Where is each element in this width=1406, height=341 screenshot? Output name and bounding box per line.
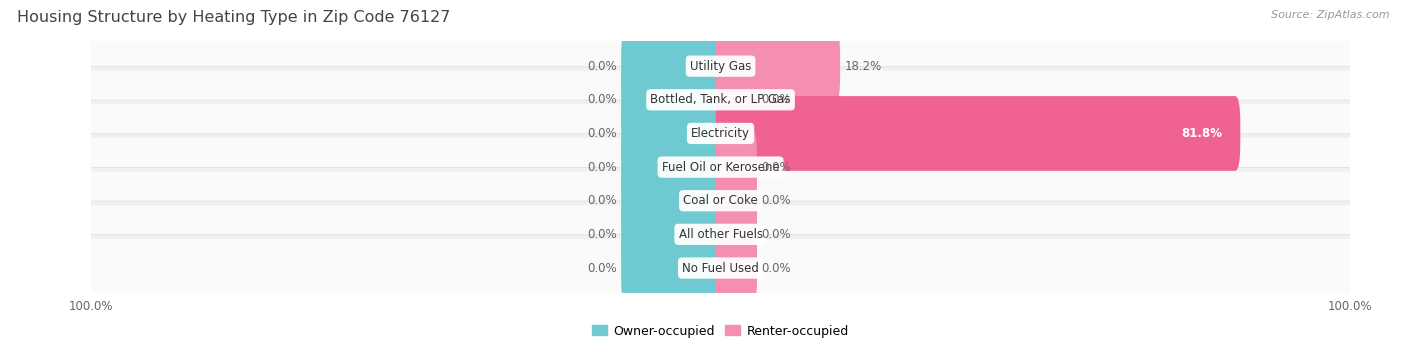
Text: 0.0%: 0.0% <box>588 194 617 207</box>
FancyBboxPatch shape <box>716 29 841 104</box>
FancyBboxPatch shape <box>76 201 1365 268</box>
Text: 0.0%: 0.0% <box>762 228 792 241</box>
Text: 0.0%: 0.0% <box>588 228 617 241</box>
FancyBboxPatch shape <box>716 62 756 137</box>
Text: Coal or Coke: Coal or Coke <box>683 194 758 207</box>
Text: 0.0%: 0.0% <box>762 194 792 207</box>
Text: All other Fuels: All other Fuels <box>679 228 762 241</box>
Text: No Fuel Used: No Fuel Used <box>682 262 759 275</box>
FancyBboxPatch shape <box>621 62 725 137</box>
Text: 0.0%: 0.0% <box>588 60 617 73</box>
Text: 0.0%: 0.0% <box>762 161 792 174</box>
FancyBboxPatch shape <box>79 138 1362 196</box>
Text: 0.0%: 0.0% <box>588 262 617 275</box>
FancyBboxPatch shape <box>79 172 1362 230</box>
Text: Electricity: Electricity <box>692 127 749 140</box>
Text: 18.2%: 18.2% <box>845 60 882 73</box>
FancyBboxPatch shape <box>76 66 1365 133</box>
FancyBboxPatch shape <box>716 130 756 205</box>
FancyBboxPatch shape <box>79 104 1362 163</box>
FancyBboxPatch shape <box>76 167 1365 234</box>
FancyBboxPatch shape <box>79 205 1362 264</box>
FancyBboxPatch shape <box>76 235 1365 301</box>
FancyBboxPatch shape <box>79 71 1362 129</box>
Text: 0.0%: 0.0% <box>762 93 792 106</box>
FancyBboxPatch shape <box>79 37 1362 95</box>
Text: Fuel Oil or Kerosene: Fuel Oil or Kerosene <box>662 161 779 174</box>
FancyBboxPatch shape <box>716 163 756 238</box>
FancyBboxPatch shape <box>621 197 725 272</box>
FancyBboxPatch shape <box>716 197 756 272</box>
Text: 81.8%: 81.8% <box>1181 127 1223 140</box>
Text: 0.0%: 0.0% <box>588 127 617 140</box>
Legend: Owner-occupied, Renter-occupied: Owner-occupied, Renter-occupied <box>588 320 853 341</box>
Text: 0.0%: 0.0% <box>588 93 617 106</box>
FancyBboxPatch shape <box>76 33 1365 100</box>
FancyBboxPatch shape <box>621 96 725 171</box>
Text: 0.0%: 0.0% <box>588 161 617 174</box>
FancyBboxPatch shape <box>79 239 1362 297</box>
Text: Housing Structure by Heating Type in Zip Code 76127: Housing Structure by Heating Type in Zip… <box>17 10 450 25</box>
Text: Bottled, Tank, or LP Gas: Bottled, Tank, or LP Gas <box>651 93 790 106</box>
Text: 0.0%: 0.0% <box>762 262 792 275</box>
FancyBboxPatch shape <box>76 134 1365 201</box>
FancyBboxPatch shape <box>76 100 1365 167</box>
FancyBboxPatch shape <box>621 163 725 238</box>
FancyBboxPatch shape <box>716 231 756 306</box>
Text: Utility Gas: Utility Gas <box>690 60 751 73</box>
FancyBboxPatch shape <box>716 96 1240 171</box>
Text: Source: ZipAtlas.com: Source: ZipAtlas.com <box>1271 10 1389 20</box>
FancyBboxPatch shape <box>621 231 725 306</box>
FancyBboxPatch shape <box>621 29 725 104</box>
FancyBboxPatch shape <box>621 130 725 205</box>
